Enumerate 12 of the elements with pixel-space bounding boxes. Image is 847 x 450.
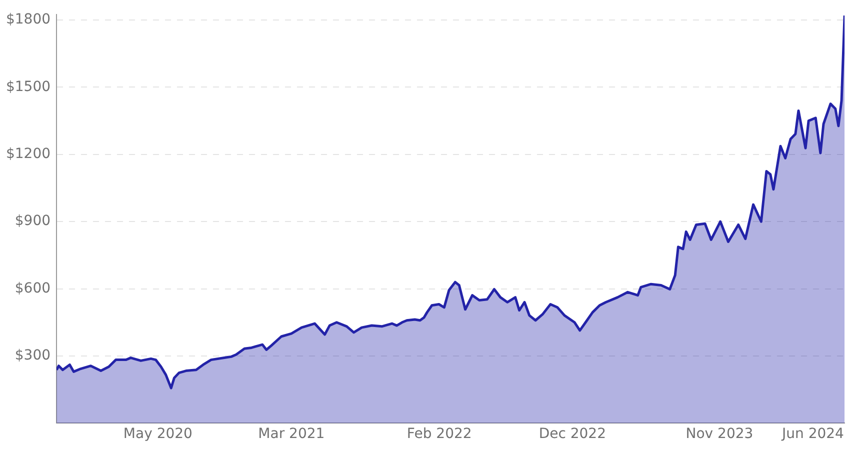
y-tick-label: $600 (14, 280, 51, 296)
x-tick-label: Nov 2023 (686, 426, 754, 442)
y-tick-label: $300 (14, 348, 51, 364)
x-tick-label: Jun 2024 (781, 426, 844, 442)
y-tick-label: $900 (14, 213, 51, 230)
y-tick-label: $1500 (6, 78, 51, 95)
x-tick-label: Feb 2022 (406, 426, 472, 442)
y-tick-label: $1800 (6, 12, 51, 28)
x-tick-label: Mar 2021 (258, 426, 325, 442)
y-tick-label: $1200 (6, 146, 51, 162)
x-tick-label: Dec 2022 (538, 426, 606, 442)
x-tick-label: May 2020 (123, 426, 192, 442)
